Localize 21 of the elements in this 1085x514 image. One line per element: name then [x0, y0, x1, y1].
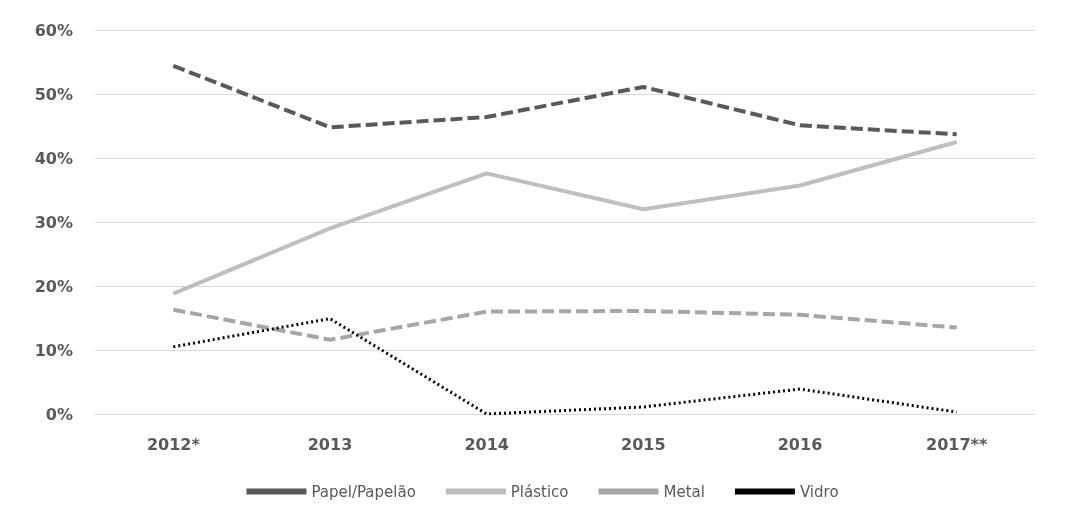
y-tick-label: 40% [34, 148, 73, 168]
x-tick-label: 2016 [777, 434, 823, 454]
x-tick-label: 2014 [464, 434, 509, 454]
y-tick-label: 20% [34, 276, 73, 296]
line-series [171, 317, 959, 416]
legend-label: Papel/Papelão [311, 482, 416, 501]
line-series [171, 63, 959, 137]
y-tick-label: 30% [34, 212, 73, 232]
x-tick-label: 2017** [926, 434, 988, 454]
x-tick-label: 2012* [146, 434, 201, 454]
x-tick-label: 2013 [307, 434, 353, 454]
y-tick-label: 60% [34, 20, 73, 40]
legend-label: Plástico [510, 482, 569, 501]
y-tick-label: 50% [34, 84, 73, 104]
y-tick-label: 10% [34, 340, 73, 360]
legend-label: Metal [663, 482, 705, 501]
y-tick-label: 0% [45, 404, 73, 424]
line-series [171, 140, 959, 296]
line-series [171, 307, 959, 342]
x-tick-label: 2015 [621, 434, 666, 454]
legend-label: Vidro [799, 482, 839, 501]
